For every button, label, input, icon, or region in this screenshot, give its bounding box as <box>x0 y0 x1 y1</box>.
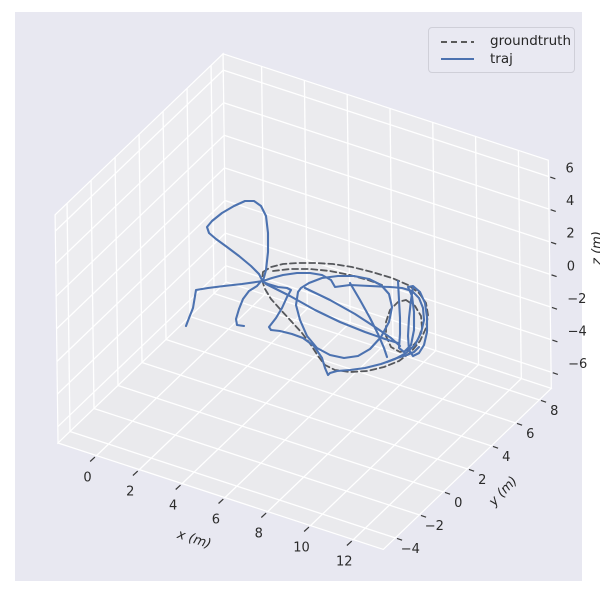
tick-mark <box>516 422 523 426</box>
legend-label: groundtruth <box>490 33 572 49</box>
tick-labels: 0 2 4 6 8 10 12 −4 −2 0 2 4 6 8 −6 −4 −2 0 2 4 6 <box>83 162 587 570</box>
x-tick-label: 6 <box>212 513 220 528</box>
z-tick-label: 6 <box>566 162 574 177</box>
x-tick-label: 8 <box>255 527 263 542</box>
grid-line <box>141 361 468 470</box>
y-tick-label: 2 <box>478 473 486 488</box>
tick-mark <box>132 470 139 476</box>
tick-mark <box>492 445 499 449</box>
solid-line-icon <box>441 58 474 61</box>
y-tick-label: −2 <box>425 519 444 534</box>
x-tick-label: 4 <box>169 499 177 514</box>
grid-line <box>223 69 549 178</box>
grid-line <box>225 265 552 373</box>
y-tick-label: −4 <box>401 542 420 557</box>
grid-line <box>57 265 227 428</box>
grid-line <box>56 167 225 330</box>
tick-mark <box>303 526 310 532</box>
traj-path-segment <box>261 271 426 377</box>
z-tick-label: −2 <box>567 292 586 307</box>
tick-mark <box>175 484 181 490</box>
tick-mark <box>420 514 427 518</box>
x-tick-label: 0 <box>83 471 91 486</box>
x-tick-label: 2 <box>126 485 134 500</box>
traj-path-segment <box>294 274 394 360</box>
grid-line <box>56 232 226 395</box>
y-tick-label: 0 <box>454 496 462 511</box>
y-axis-label: y (m) <box>485 474 520 510</box>
y-tick-label: 4 <box>502 450 510 465</box>
grid-line <box>223 102 550 210</box>
tick-mark <box>260 512 267 518</box>
grid-line <box>117 384 444 493</box>
tick-mark <box>444 491 451 495</box>
traj-path-segment <box>303 286 402 348</box>
groundtruth-path-segment <box>385 299 423 353</box>
grid-line <box>93 407 420 516</box>
tick-mark <box>551 306 558 310</box>
tick-mark <box>396 537 403 541</box>
x-tick-label: 12 <box>336 555 353 570</box>
legend: groundtruth traj <box>428 27 575 73</box>
traj-path-segment <box>264 282 400 345</box>
legend-label: traj <box>490 50 513 67</box>
tick-mark <box>346 540 353 546</box>
legend-entry-traj: traj <box>441 51 566 69</box>
grid-line <box>165 338 492 447</box>
tick-mark <box>89 456 96 462</box>
tick-mark <box>468 468 475 472</box>
z-tick-label: −6 <box>568 357 587 372</box>
grid-line <box>213 292 540 401</box>
y-tick-label: 6 <box>526 427 534 442</box>
grid-line <box>224 167 551 275</box>
tick-mark <box>218 498 224 504</box>
z-tick-label: 4 <box>566 194 574 209</box>
z-tick-label: 2 <box>566 227 574 242</box>
tick-mark <box>540 399 547 403</box>
traj-path-segment <box>396 279 429 358</box>
legend-entry-groundtruth: groundtruth <box>441 33 571 51</box>
grid-line <box>55 134 225 297</box>
grid-line <box>224 199 551 308</box>
grid-line <box>69 430 396 539</box>
tick-mark <box>552 372 559 375</box>
tick-mark <box>552 339 558 343</box>
y-tick-label: 8 <box>550 404 558 419</box>
traj-path-segment <box>348 281 389 359</box>
z-tick-label: −4 <box>568 325 587 340</box>
tick-mark <box>550 176 556 180</box>
z-tick-label: 0 <box>567 259 575 274</box>
x-tick-label: 10 <box>293 541 310 556</box>
traj-path-segment <box>184 199 270 328</box>
grid-line <box>54 69 224 232</box>
tick-mark <box>550 241 557 245</box>
x-axis-label: x (m) <box>174 527 213 552</box>
grid-line <box>55 102 225 265</box>
z-axis-label: z (m) <box>590 231 600 266</box>
traj-path-segment <box>385 345 421 364</box>
tick-mark <box>550 209 556 212</box>
grid-line <box>223 134 550 243</box>
tick-mark <box>551 274 557 278</box>
dashed-line-icon <box>441 40 474 43</box>
grid-line <box>56 200 226 362</box>
groundtruth-path-segment <box>272 268 383 286</box>
traj-line <box>184 199 429 377</box>
tick-marks <box>89 176 559 546</box>
